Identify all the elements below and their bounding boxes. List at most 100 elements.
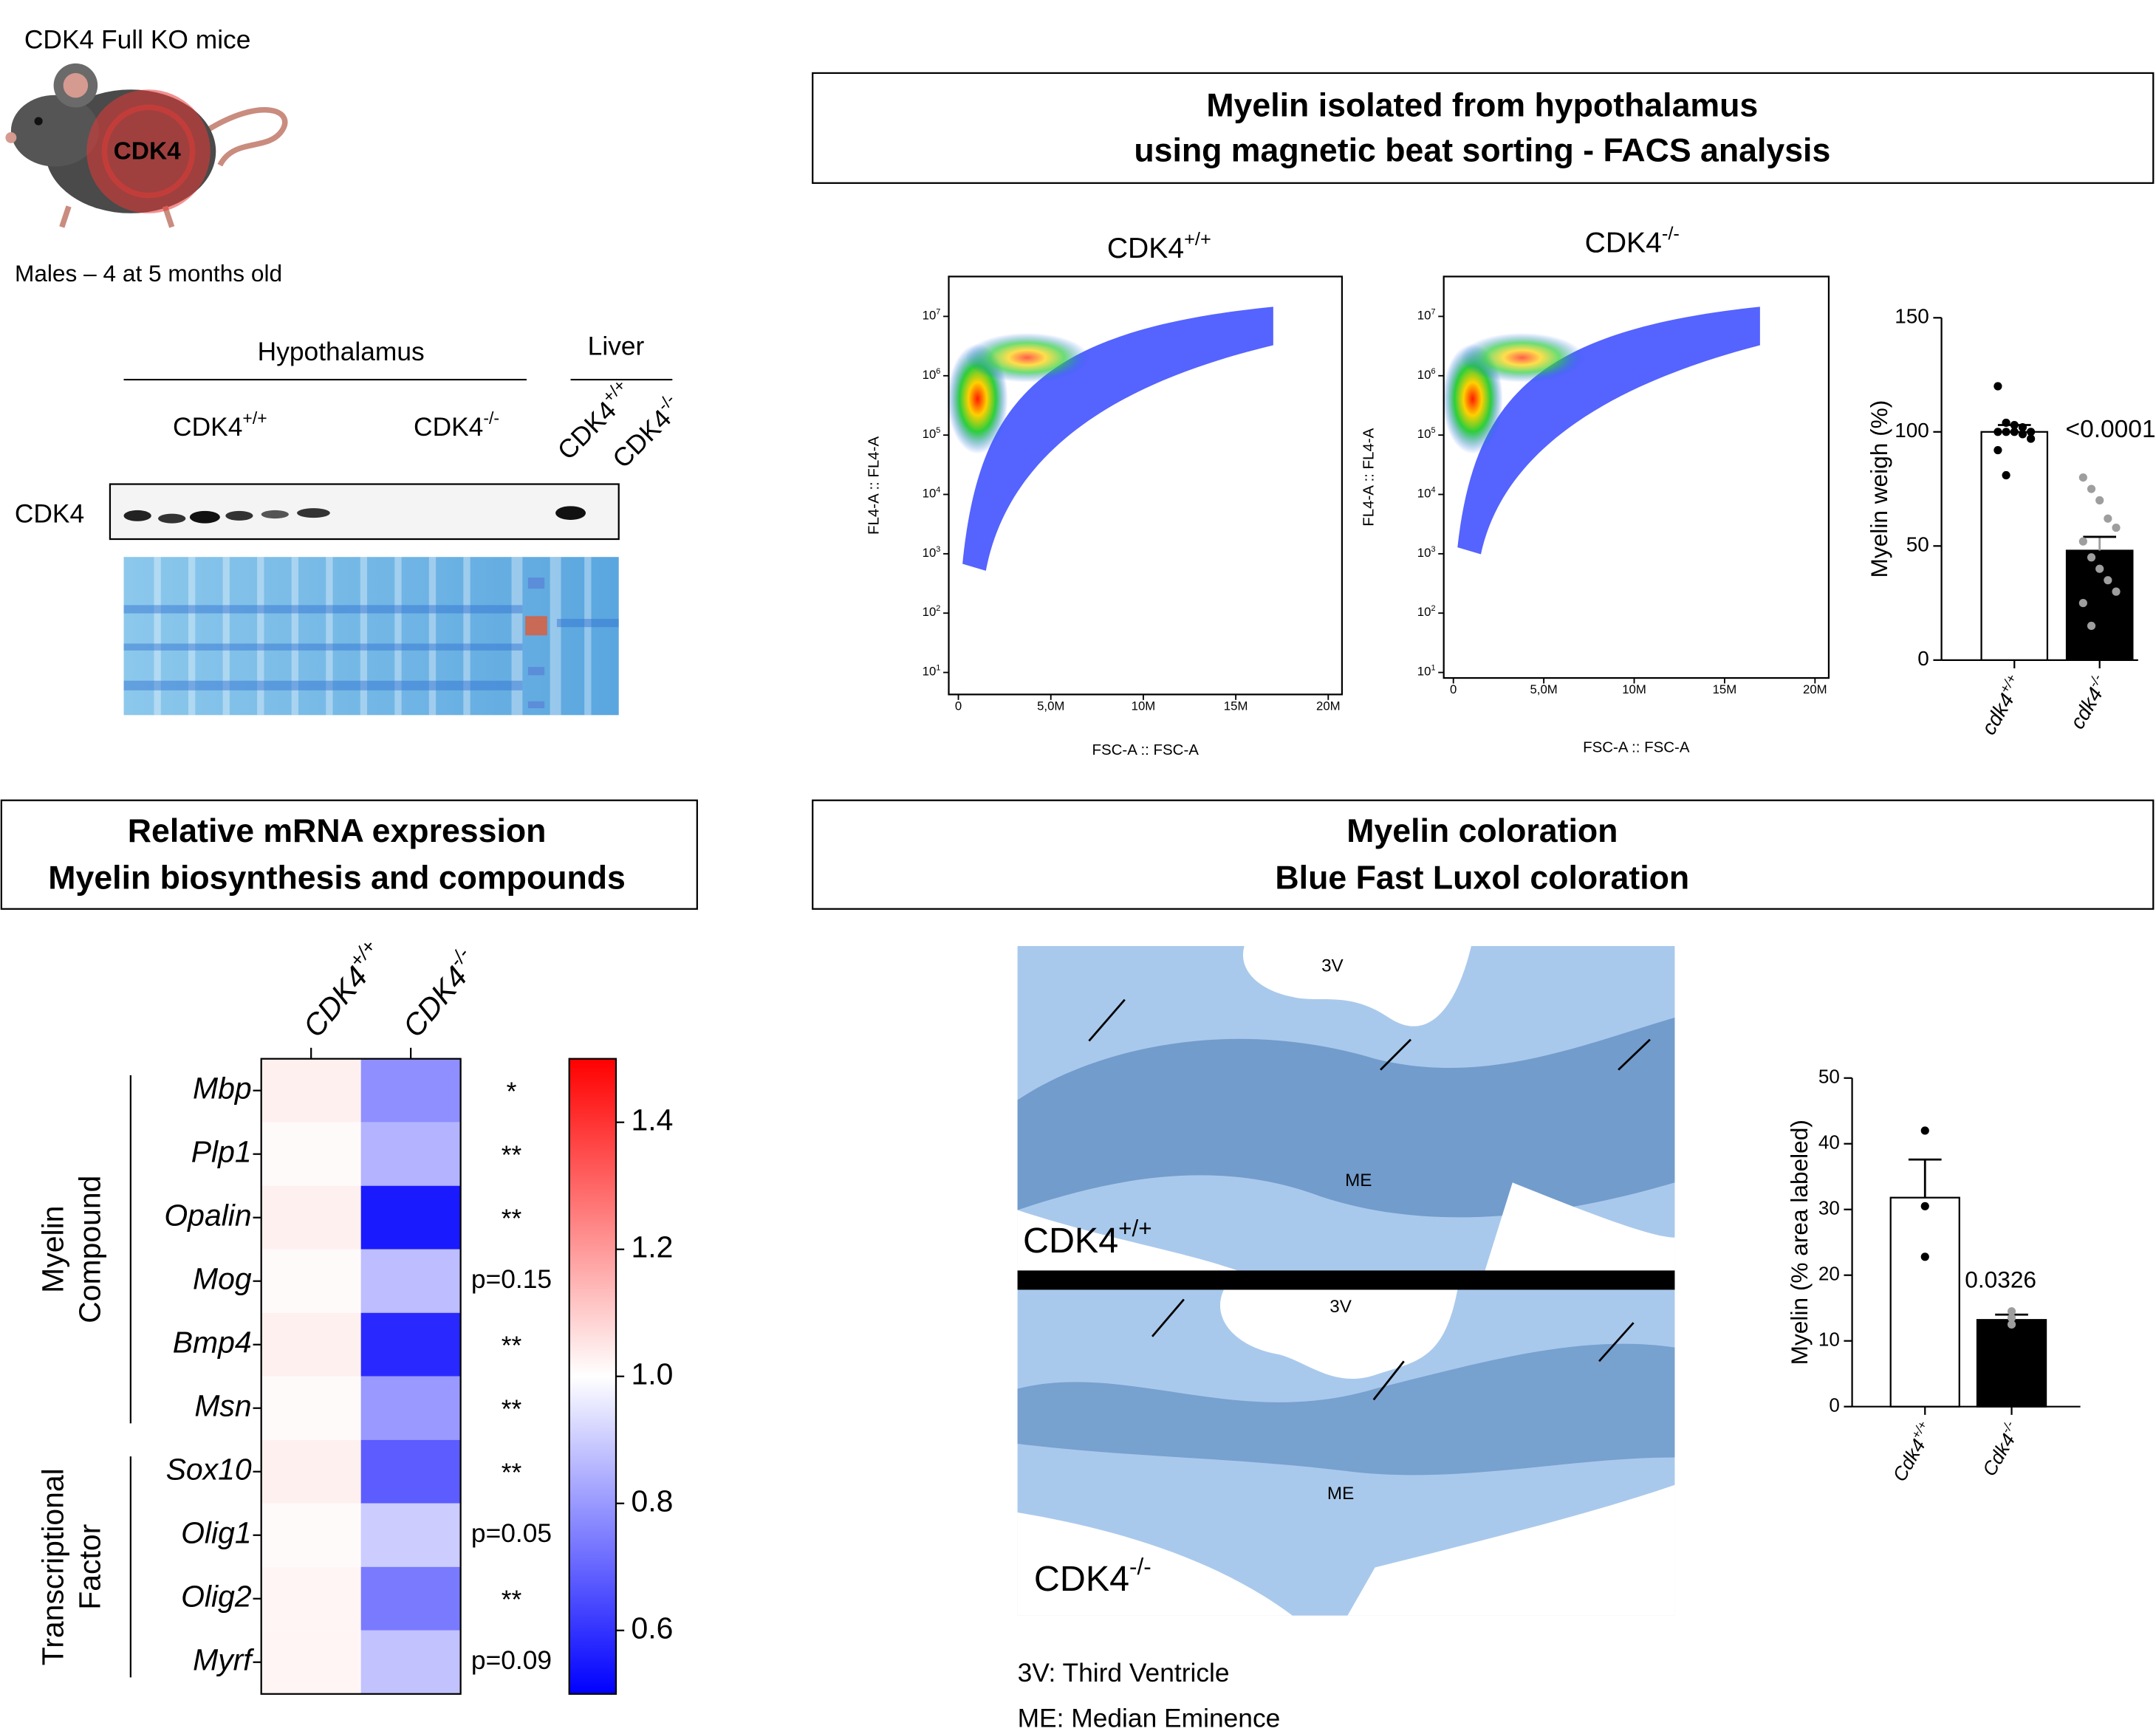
- data-point: [1994, 445, 2002, 455]
- y-tick-label-sup: 2: [1431, 604, 1435, 613]
- row-annotation: p=0.15: [471, 1265, 552, 1294]
- chart-title-base: CDK4: [1107, 233, 1184, 264]
- heatmap-cell: [261, 1630, 361, 1694]
- data-point: [2104, 514, 2112, 523]
- y-tick-label: 20: [1818, 1263, 1840, 1285]
- row-label: Mog: [193, 1262, 252, 1296]
- y-tick-label-base: 10: [923, 665, 937, 679]
- heatmap-frame: [260, 1058, 462, 1695]
- y-axis-label: Myelin (% area labeled): [1786, 1120, 1813, 1365]
- panel-title: Myelin biosynthesis and compounds: [48, 860, 626, 896]
- data-point: [2078, 537, 2087, 546]
- blot-genotype: CDK4+/+: [173, 408, 267, 442]
- y-tick-label: 104: [923, 485, 941, 501]
- heatmap-cell: [261, 1312, 361, 1377]
- blot-genotype: CDK4-/-: [604, 390, 688, 474]
- heatmap-cell: [360, 1058, 461, 1123]
- y-tick-label-sup: 1: [1431, 663, 1435, 672]
- y-tick-label: 105: [1417, 426, 1436, 442]
- data-point: [2087, 484, 2096, 493]
- y-tick-label: 106: [923, 367, 941, 383]
- y-tick-label-sup: 4: [1431, 485, 1435, 494]
- row-annotation: **: [502, 1332, 522, 1360]
- x-tick-label: 20M: [1316, 699, 1341, 713]
- group-label: Transcriptional: [35, 1468, 69, 1665]
- histology-label: ME: [1345, 1171, 1372, 1190]
- row-label: Opalin: [164, 1199, 251, 1233]
- panel-title: Myelin isolated from hypothalamus: [1206, 87, 1758, 123]
- row-label: Mbp: [193, 1072, 252, 1106]
- y-tick-label: 105: [923, 426, 941, 442]
- heatmap-cell: [360, 1185, 461, 1250]
- heatmap-cell: [261, 1439, 361, 1504]
- y-tick-label: 50: [1906, 533, 1929, 556]
- x-tick-label: 15M: [1224, 699, 1248, 713]
- row-annotation: **: [502, 1204, 522, 1233]
- y-tick-label: 30: [1818, 1197, 1840, 1219]
- row-label: Plp1: [191, 1135, 252, 1169]
- density-halo: [965, 332, 1089, 383]
- x-axis-label: FSC-A :: FSC-A: [1092, 741, 1199, 758]
- histology-label: 3V: [1321, 956, 1344, 976]
- heatmap-cell: [360, 1566, 461, 1631]
- histology-image: [1017, 946, 1675, 1616]
- y-tick-label: 101: [1417, 663, 1436, 679]
- x-tick-label: cdk4+/+: [1975, 671, 2029, 739]
- blot-image: [109, 483, 620, 716]
- mouse-label: CDK4: [114, 138, 182, 165]
- histology-genotype-sup: -/-: [1129, 1554, 1151, 1580]
- data-point: [2095, 564, 2104, 573]
- panel-title: Myelin coloration: [1346, 813, 1618, 849]
- y-tick-label-base: 10: [1417, 487, 1431, 501]
- row-annotation: p=0.09: [471, 1646, 552, 1675]
- annotation: 0.0326: [1965, 1267, 2036, 1293]
- bar: [1980, 431, 2049, 661]
- x-tick-label: 10M: [1622, 682, 1646, 696]
- y-tick-label-base: 10: [923, 309, 937, 323]
- y-tick-label-base: 10: [923, 368, 937, 382]
- y-tick-label-base: 10: [923, 606, 937, 620]
- group-label: Compound: [73, 1176, 107, 1323]
- data-point: [2095, 496, 2104, 505]
- x-tick-label: Cdk4+/+: [1886, 1419, 1939, 1485]
- heatmap-cell: [360, 1312, 461, 1377]
- panel-box: [812, 799, 2155, 910]
- row-annotation: **: [502, 1395, 522, 1424]
- y-tick-label-sup: 7: [936, 307, 940, 316]
- colorbar: [568, 1058, 617, 1695]
- row-annotation: **: [502, 1459, 522, 1487]
- y-tick-label-base: 10: [923, 487, 937, 501]
- chart-title-sup: -/-: [1662, 223, 1680, 244]
- blot-genotype: CDK4-/-: [414, 408, 499, 442]
- panel-title: using magnetic beat sorting - FACS analy…: [1134, 133, 1830, 169]
- heatmap-cell: [261, 1249, 361, 1313]
- panel-title: Blue Fast Luxol coloration: [1275, 860, 1689, 896]
- y-axis-label: FL4-A :: FL4-A: [1361, 428, 1378, 526]
- row-label: Sox10: [166, 1453, 252, 1487]
- bar: [1889, 1196, 1960, 1408]
- y-tick-label: 50: [1818, 1066, 1840, 1088]
- blot-genotype-base: CDK4: [414, 413, 483, 442]
- histology-genotype-base: CDK4: [1023, 1221, 1118, 1261]
- row-annotation: **: [502, 1141, 522, 1170]
- heatmap-cell: [261, 1058, 361, 1123]
- row-label: Myrf: [193, 1643, 254, 1677]
- data-point: [2112, 587, 2121, 596]
- colorbar-tick-label: 1.4: [631, 1103, 673, 1137]
- y-tick-label: 10: [1818, 1329, 1840, 1351]
- y-tick-label: 102: [923, 604, 941, 620]
- colorbar-tick-label: 1.2: [631, 1230, 673, 1264]
- y-tick-label-sup: 6: [1431, 367, 1435, 376]
- data-point: [1994, 428, 2002, 436]
- heatmap-cell: [360, 1630, 461, 1694]
- data-point: [2087, 553, 2096, 562]
- y-tick-label-base: 10: [1417, 368, 1431, 382]
- blot-row-label: CDK4: [15, 500, 84, 529]
- y-axis-label: Myelin weigh (%): [1866, 400, 1892, 578]
- y-tick-label-base: 10: [923, 428, 937, 442]
- blot-genotype-sup: -/-: [483, 408, 499, 428]
- histology-label: ME: [1327, 1484, 1354, 1504]
- plot-frame: [1443, 275, 1830, 679]
